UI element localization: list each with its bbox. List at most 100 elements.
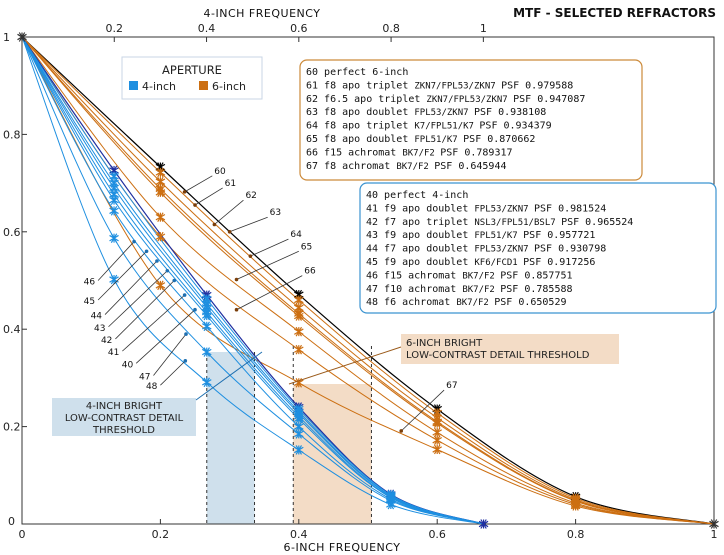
leader-line-60 — [184, 175, 213, 193]
x-top-tick-label: 1 — [480, 22, 487, 35]
four-inch-marker-46 — [201, 321, 212, 332]
leader-dot-65 — [234, 277, 239, 282]
psf-table-4inch-row-48: 48 f6 achromat BK7/F2 PSF 0.650529 — [366, 297, 567, 308]
leader-dot-60 — [182, 190, 187, 194]
curve-id-label-46: 46 — [84, 278, 96, 288]
curve-id-label-67: 67 — [446, 381, 457, 391]
six-inch-marker-67 — [432, 444, 443, 455]
legend-swatch-4inch — [129, 81, 138, 90]
threshold-band-4inch — [206, 352, 255, 524]
leader-dot-42 — [172, 278, 177, 283]
curve-id-label-63: 63 — [270, 208, 281, 218]
y-tick-label: 0 — [8, 515, 15, 528]
legend-swatch-6inch — [199, 81, 208, 90]
psf-table-4inch-frame — [359, 182, 717, 314]
psf-table-4inch-row-46: 46 f15 achromat BK7/F2 PSF 0.857751 — [366, 270, 573, 281]
four-inch-marker-47 — [109, 233, 119, 243]
psf-table-4inch: 40 perfect 4-inch 41 f9 apo doublet FPL5… — [359, 182, 717, 314]
y-tick-label: 0.8 — [3, 128, 21, 141]
psf-table-6inch-row-66: 66 f15 achromat BK7/F2 PSF 0.789317 — [306, 147, 513, 158]
leader-line-43 — [108, 270, 168, 328]
four-inch-marker-46 — [109, 206, 119, 216]
x-bottom-axis-title: 6-INCH FREQUENCY — [284, 541, 401, 554]
leader-line-46 — [97, 241, 135, 281]
x-bottom-tick-label: 0.2 — [152, 528, 170, 541]
mtf-markers — [17, 32, 719, 529]
leader-line-65 — [236, 250, 299, 280]
curve-id-label-64: 64 — [290, 230, 302, 240]
x-bottom-tick-label: 1 — [711, 528, 718, 541]
curve-id-label-42: 42 — [101, 336, 112, 346]
leader-line-42 — [115, 280, 175, 340]
psf-table-6inch-row-63: 63 f8 apo doublet FPL53/ZKN7 PSF 0.93810… — [306, 107, 546, 118]
four-inch-marker-48 — [109, 274, 119, 285]
six-inch-marker-61 — [293, 295, 304, 305]
leader-dot-48 — [183, 359, 188, 363]
y-tick-label: 0.4 — [3, 323, 21, 336]
aperture-legend-title: APERTURE — [162, 63, 222, 77]
leader-line-45 — [97, 250, 147, 301]
psf-table-6inch-row-61: 61 f8 apo triplet ZKN7/FPL53/ZKN7 PSF 0.… — [306, 80, 573, 91]
x-top-tick-label: 0.6 — [290, 22, 308, 35]
threshold-note-4inch-bg — [52, 398, 196, 436]
x-bottom-tick-label: 0.6 — [428, 528, 446, 541]
curve-id-label-65: 65 — [301, 242, 312, 252]
four-inch-marker-45 — [293, 413, 304, 424]
y-tick-label: 1 — [3, 31, 10, 44]
six-inch-marker-65 — [432, 427, 443, 438]
leader-line-40 — [135, 309, 196, 364]
psf-table-4inch-row-41: 41 f9 apo doublet FPL53/ZKN7 PSF 0.98152… — [366, 203, 606, 214]
chart-title: MTF - SELECTED REFRACTORS — [513, 6, 716, 20]
threshold-note-6inch-line2: LOW-CONTRAST DETAIL THRESHOLD — [406, 350, 590, 361]
x-bottom-tick-label: 0.8 — [567, 528, 585, 541]
threshold-note-4inch-line2: LOW-CONTRAST DETAIL — [65, 413, 184, 424]
leader-line-48 — [160, 360, 186, 386]
curve-id-label-62: 62 — [245, 191, 256, 201]
six-inch-marker-67 — [570, 501, 581, 511]
curve-id-label-41: 41 — [108, 348, 119, 358]
leader-dot-41 — [182, 293, 187, 297]
threshold-note-6inch-bg — [401, 334, 619, 364]
aperture-legend-box — [121, 56, 263, 100]
six-inch-marker-66 — [432, 435, 443, 446]
six-inch-marker-64 — [155, 187, 166, 198]
six-inch-marker-66 — [293, 344, 304, 355]
four-inch-marker-48 — [386, 499, 396, 510]
six-inch-marker-64 — [293, 311, 304, 321]
four-inch-marker-48 — [201, 377, 212, 388]
threshold-bands — [206, 346, 372, 524]
leader-dot-47 — [184, 332, 188, 336]
curve-id-label-44: 44 — [91, 312, 103, 322]
leader-dot-66 — [234, 307, 239, 312]
six-inch-marker-64 — [432, 418, 443, 428]
origin-marker — [17, 32, 27, 42]
leader-dot-63 — [227, 230, 232, 234]
x-top-tick-label: 0.4 — [198, 22, 216, 35]
four-inch-marker-47 — [201, 347, 212, 357]
leader-line-61 — [194, 187, 223, 206]
x-top-tick-label: 0.8 — [382, 22, 400, 35]
leader-dot-46 — [132, 239, 136, 244]
four-inch-marker-46 — [293, 421, 304, 432]
threshold-note-6inch: 6-INCH BRIGHT LOW-CONTRAST DETAIL THRESH… — [288, 334, 619, 385]
leader-line-66 — [236, 275, 303, 311]
psf-table-4inch-row-45: 45 f9 apo doublet KF6/FCD1 PSF 0.917256 — [366, 257, 595, 268]
leader-dot-67 — [399, 429, 404, 433]
y-tick-label: 0.6 — [3, 226, 21, 239]
legend-label-6inch: 6-inch — [212, 80, 246, 93]
six-inch-marker-61 — [155, 167, 166, 178]
six-inch-marker-65 — [155, 212, 166, 222]
six-inch-marker-67 — [155, 280, 166, 291]
four-inch-marker-45 — [109, 195, 119, 205]
curve-id-label-43: 43 — [94, 324, 105, 334]
leader-dot-43 — [165, 268, 170, 273]
leader-dot-64 — [248, 254, 253, 258]
six-inch-marker-66 — [155, 231, 166, 242]
curve-id-label-60: 60 — [214, 167, 226, 177]
y-tick-label: 0.2 — [3, 421, 21, 434]
four-inch-marker-45 — [201, 310, 212, 321]
psf-table-4inch-row-44: 44 f7 apo doublet FPL53/ZKN7 PSF 0.93079… — [366, 244, 606, 255]
leader-line-63 — [229, 216, 268, 233]
leader-dot-40 — [193, 307, 197, 312]
